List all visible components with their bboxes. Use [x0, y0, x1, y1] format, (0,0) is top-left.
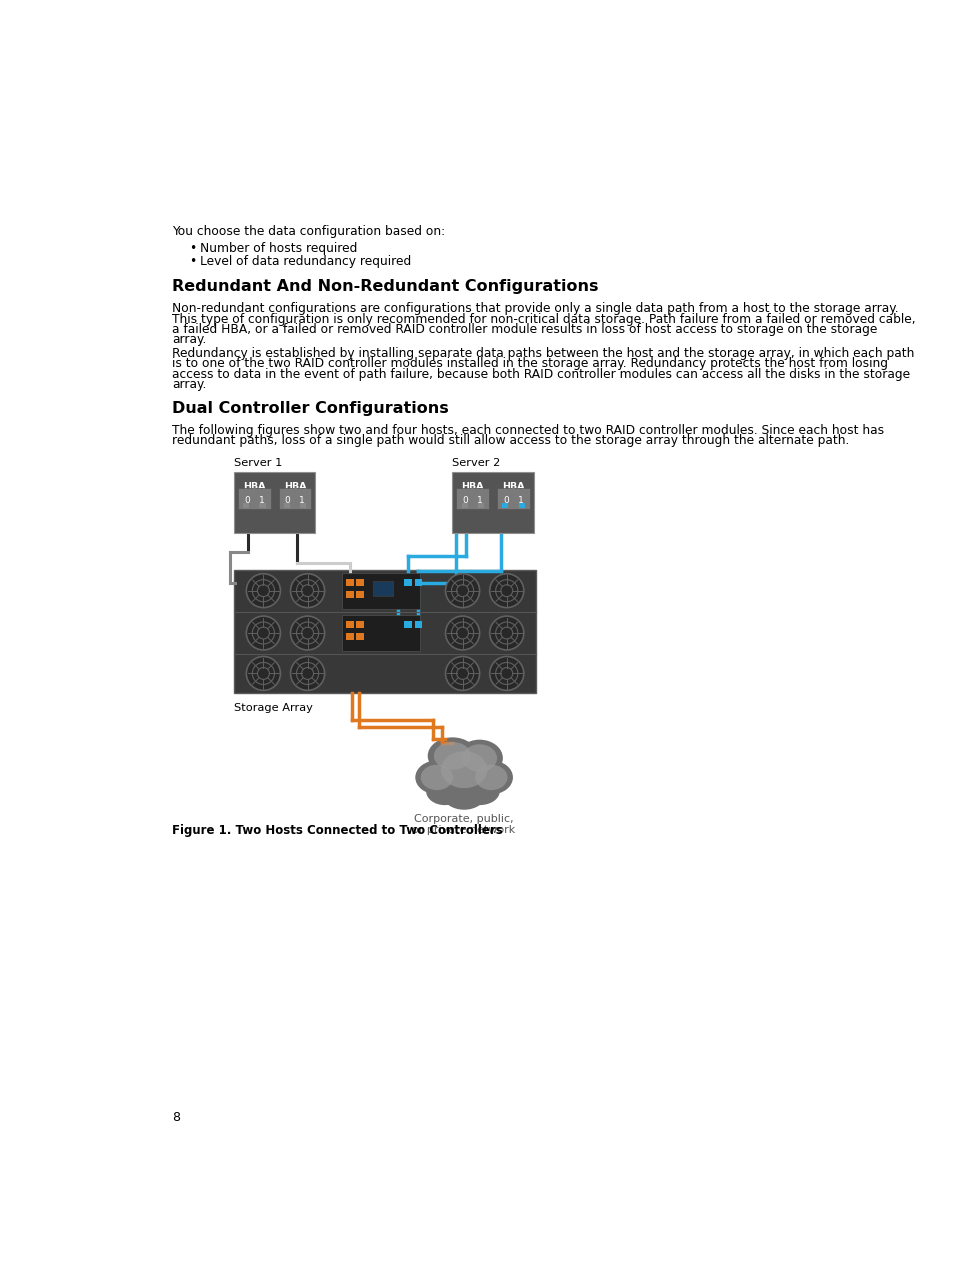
FancyBboxPatch shape [342, 573, 419, 609]
Text: 1: 1 [517, 496, 523, 505]
Text: 1: 1 [258, 496, 264, 505]
Text: Redundant And Non-Redundant Configurations: Redundant And Non-Redundant Configuratio… [172, 279, 598, 294]
FancyBboxPatch shape [415, 621, 422, 628]
Text: 0: 0 [244, 496, 250, 505]
Text: 0: 0 [503, 496, 509, 505]
Circle shape [489, 573, 523, 607]
Ellipse shape [434, 742, 471, 770]
FancyBboxPatch shape [356, 578, 364, 586]
Circle shape [445, 657, 479, 690]
Ellipse shape [427, 738, 476, 775]
FancyBboxPatch shape [518, 503, 524, 508]
Text: Non-redundant configurations are configurations that provide only a single data : Non-redundant configurations are configu… [172, 302, 898, 316]
Text: array.: array. [172, 378, 206, 391]
Ellipse shape [440, 751, 487, 789]
FancyBboxPatch shape [237, 488, 271, 510]
Text: Server 1: Server 1 [233, 458, 282, 468]
FancyBboxPatch shape [283, 503, 290, 508]
FancyBboxPatch shape [477, 503, 484, 508]
FancyBboxPatch shape [346, 634, 354, 640]
Circle shape [291, 616, 324, 650]
FancyBboxPatch shape [501, 503, 508, 508]
Text: HBA: HBA [502, 482, 524, 491]
Circle shape [246, 616, 280, 650]
FancyBboxPatch shape [259, 503, 265, 508]
FancyBboxPatch shape [356, 634, 364, 640]
Text: •: • [189, 242, 196, 255]
Text: is to one of the two RAID controller modules installed in the storage array. Red: is to one of the two RAID controller mod… [172, 358, 887, 370]
Text: Redundancy is established by installing separate data paths between the host and: Redundancy is established by installing … [172, 347, 913, 360]
Text: You choose the data configuration based on:: You choose the data configuration based … [172, 226, 445, 238]
FancyBboxPatch shape [243, 503, 249, 508]
FancyBboxPatch shape [497, 488, 530, 510]
Text: 0: 0 [285, 496, 291, 505]
Ellipse shape [456, 739, 502, 776]
Circle shape [246, 657, 280, 690]
FancyBboxPatch shape [404, 621, 412, 628]
Text: Corporate, public,: Corporate, public, [414, 814, 514, 824]
FancyBboxPatch shape [356, 591, 364, 598]
FancyBboxPatch shape [415, 578, 422, 586]
FancyBboxPatch shape [404, 578, 412, 586]
FancyBboxPatch shape [233, 473, 315, 533]
Ellipse shape [469, 761, 513, 794]
Circle shape [445, 616, 479, 650]
Text: array.: array. [172, 333, 206, 346]
Text: This type of configuration is only recommended for non-critical data storage. Pa: This type of configuration is only recom… [172, 313, 915, 326]
Text: HBA: HBA [243, 482, 265, 491]
Circle shape [291, 573, 324, 607]
Text: HBA: HBA [283, 482, 306, 491]
Circle shape [445, 573, 479, 607]
Text: The following figures show two and four hosts, each connected to two RAID contro: The following figures show two and four … [172, 424, 883, 437]
Text: 0: 0 [462, 496, 468, 505]
Text: Figure 1. Two Hosts Connected to Two Controllers: Figure 1. Two Hosts Connected to Two Con… [172, 824, 502, 837]
FancyBboxPatch shape [456, 488, 489, 510]
Text: or private network: or private network [412, 825, 516, 836]
FancyBboxPatch shape [356, 621, 364, 628]
Text: 1: 1 [299, 496, 305, 505]
Text: 8: 8 [172, 1111, 180, 1123]
Circle shape [246, 573, 280, 607]
Circle shape [489, 657, 523, 690]
Text: redundant paths, loss of a single path would still allow access to the storage a: redundant paths, loss of a single path w… [172, 435, 848, 448]
FancyBboxPatch shape [278, 488, 311, 510]
FancyBboxPatch shape [300, 503, 306, 508]
Text: Number of hosts required: Number of hosts required [199, 242, 356, 255]
Circle shape [291, 657, 324, 690]
Circle shape [489, 616, 523, 650]
Text: a failed HBA, or a failed or removed RAID controller module results in loss of h: a failed HBA, or a failed or removed RAI… [172, 323, 877, 336]
Ellipse shape [426, 777, 463, 805]
Text: Level of data redundancy required: Level of data redundancy required [199, 255, 411, 269]
FancyBboxPatch shape [461, 503, 467, 508]
FancyBboxPatch shape [346, 578, 354, 586]
Text: Storage Array: Storage Array [233, 704, 313, 714]
Text: Dual Controller Configurations: Dual Controller Configurations [172, 401, 448, 416]
Ellipse shape [459, 777, 499, 805]
Ellipse shape [420, 765, 453, 790]
Ellipse shape [415, 761, 458, 794]
Ellipse shape [461, 744, 497, 772]
Text: Server 2: Server 2 [452, 458, 500, 468]
FancyBboxPatch shape [373, 581, 393, 596]
FancyBboxPatch shape [346, 591, 354, 598]
FancyBboxPatch shape [342, 615, 419, 652]
Ellipse shape [433, 746, 495, 794]
Text: HBA: HBA [461, 482, 483, 491]
Text: access to data in the event of path failure, because both RAID controller module: access to data in the event of path fail… [172, 368, 909, 380]
FancyBboxPatch shape [346, 621, 354, 628]
FancyBboxPatch shape [452, 473, 534, 533]
Ellipse shape [442, 779, 485, 810]
Text: 1: 1 [476, 496, 482, 505]
Ellipse shape [475, 765, 507, 790]
Text: •: • [189, 255, 196, 269]
FancyBboxPatch shape [233, 569, 536, 692]
